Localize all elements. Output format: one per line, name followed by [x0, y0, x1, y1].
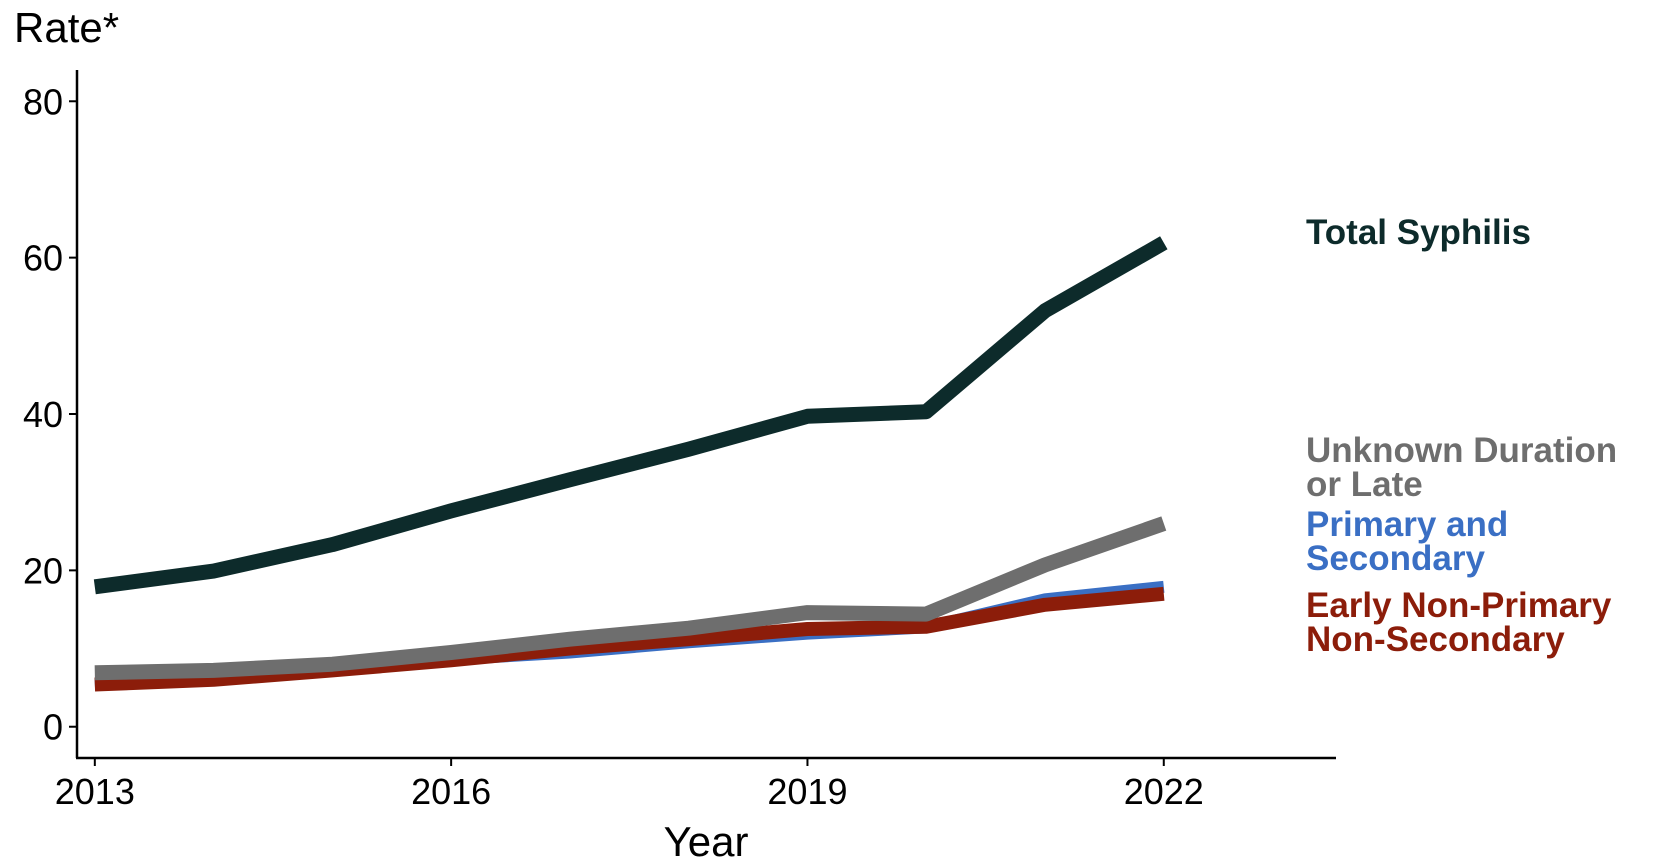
- x-tick-label: 2016: [411, 771, 491, 812]
- series-label-unknown-duration-or-late: Unknown Duration or Late: [1306, 431, 1617, 504]
- series-labels: Total Syphilis Unknown Duration or LatePri…: [1306, 213, 1617, 659]
- series-lines: [93, 236, 1168, 692]
- series-line-early-non-primary-non-secondary: [94, 586, 1165, 692]
- y-tick-label: 0: [43, 707, 63, 748]
- x-tick-label: 2013: [55, 771, 135, 812]
- y-tick-label: 60: [23, 238, 63, 279]
- series-label-primary-and-secondary: Primary and Secondary: [1306, 505, 1508, 578]
- series-label-total-syphilis: Total Syphilis: [1306, 213, 1531, 252]
- x-tick-label: 2019: [767, 771, 847, 812]
- series-line-total-syphilis: [93, 236, 1168, 595]
- y-tick-label: 80: [23, 81, 63, 122]
- x-tick-label: 2022: [1124, 771, 1204, 812]
- series-label-early-non-primary-non-secondary: Early Non-Primary Non-Secondary: [1306, 586, 1612, 659]
- y-axis-ticks: 0 20 40 60 80: [23, 81, 77, 748]
- y-tick-label: 20: [23, 550, 63, 591]
- x-axis-ticks: 2013 2016 2019 2022: [55, 758, 1204, 812]
- series-line-unknown-duration-or-late: [94, 516, 1167, 681]
- y-axis-title: Rate*: [14, 4, 119, 51]
- x-axis-title: Year: [664, 818, 749, 865]
- y-tick-label: 40: [23, 394, 63, 435]
